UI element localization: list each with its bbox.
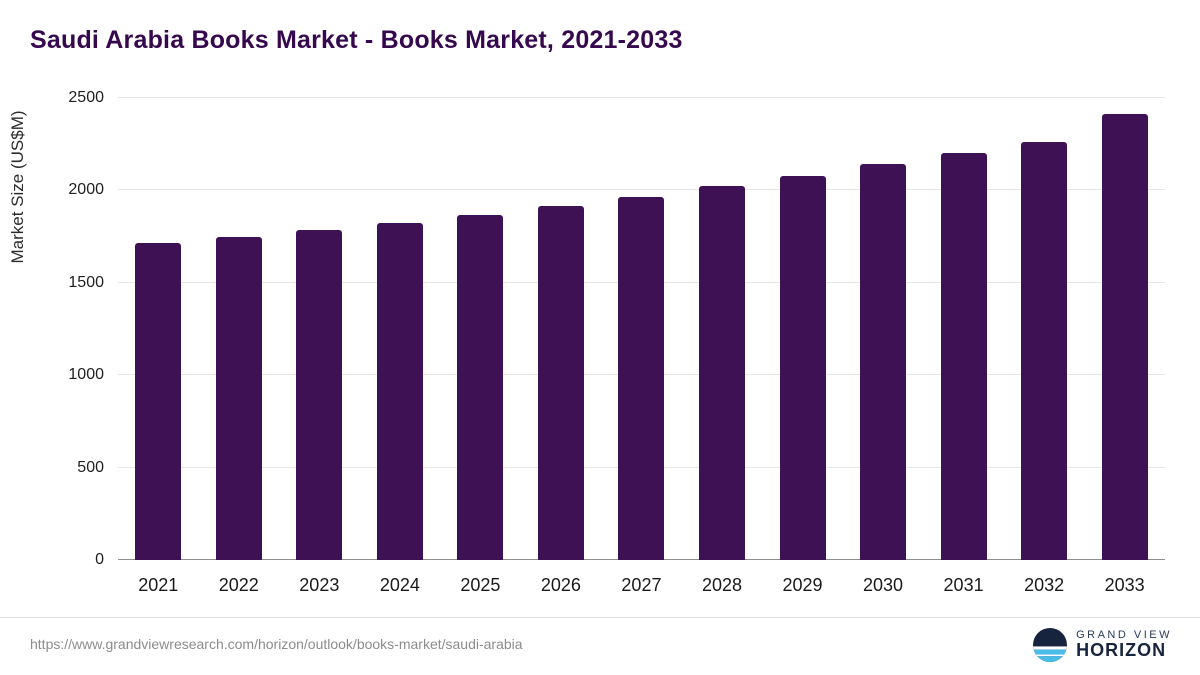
bar-2031[interactable] — [940, 152, 987, 560]
y-tick-label: 500 — [77, 458, 104, 476]
y-tick-label: 1500 — [68, 273, 104, 291]
x-tick-label: 2028 — [701, 575, 742, 595]
y-axis-title: Market Size (US$M) — [8, 110, 27, 264]
x-tick-label: 2032 — [1024, 575, 1065, 595]
bar-slot: 2023 — [279, 98, 360, 595]
horizon-logo-icon — [1033, 628, 1068, 662]
logo-text: GRAND VIEW HORIZON — [1076, 628, 1172, 661]
x-tick-label: 2033 — [1104, 575, 1145, 595]
x-tick-label: 2031 — [943, 575, 984, 595]
bar-series: 2021 2022 2023 2024 2025 2026 2027 2028 2029 2030… — [118, 98, 1165, 595]
bar-2033[interactable] — [1101, 113, 1148, 560]
source-url[interactable]: https://www.grandviewresearch.com/horizo… — [30, 636, 523, 652]
chart-title: Saudi Arabia Books Market - Books Market… — [30, 26, 683, 54]
brand-logo: GRAND VIEW HORIZON — [1033, 628, 1172, 662]
y-axis-ticks: 0 500 1000 1500 2000 2500 — [28, 89, 118, 568]
x-tick-label: 2027 — [621, 575, 662, 595]
bar-2023[interactable] — [296, 230, 343, 560]
bar-slot: 2021 — [118, 98, 199, 595]
bar-2032[interactable] — [1021, 142, 1068, 560]
bar-2027[interactable] — [618, 196, 665, 560]
bar-2030[interactable] — [860, 163, 907, 560]
bar-2024[interactable] — [376, 222, 423, 560]
bar-slot: 2022 — [199, 98, 280, 595]
gridline — [118, 189, 1165, 191]
bar-slot: 2032 — [1004, 98, 1085, 595]
x-tick-label: 2025 — [460, 575, 501, 595]
y-tick-label: 0 — [95, 551, 104, 568]
x-tick-label: 2026 — [540, 575, 581, 595]
bar-slot: 2025 — [440, 98, 521, 595]
bar-2021[interactable] — [135, 243, 182, 560]
gridline — [118, 97, 1165, 98]
y-tick-label: 2000 — [68, 181, 104, 199]
logo-line1: GRAND VIEW — [1076, 628, 1172, 641]
logo-line2: HORIZON — [1076, 640, 1167, 661]
bar-2022[interactable] — [215, 236, 262, 560]
bar-slot: 2026 — [521, 98, 602, 595]
plot-area: 0 500 1000 1500 2000 2500 2021 2022 2023 2024 202… — [68, 89, 1165, 595]
bar-slot: 2033 — [1084, 98, 1165, 595]
bar-2025[interactable] — [457, 215, 504, 560]
bar-slot: 2028 — [682, 98, 763, 595]
x-tick-label: 2022 — [218, 575, 259, 595]
bar-2026[interactable] — [537, 206, 584, 560]
bar-slot: 2027 — [601, 98, 682, 595]
bar-2029[interactable] — [779, 175, 826, 560]
x-tick-label: 2030 — [863, 575, 904, 595]
y-tick-label: 1000 — [68, 366, 104, 384]
x-tick-label: 2029 — [782, 575, 823, 595]
bar-2028[interactable] — [698, 185, 745, 560]
bar-slot: 2031 — [923, 98, 1004, 595]
bar-slot: 2029 — [762, 98, 843, 595]
x-tick-label: 2021 — [138, 575, 179, 595]
bar-slot: 2030 — [843, 98, 924, 595]
x-tick-label: 2024 — [379, 575, 420, 595]
y-tick-label: 2500 — [68, 89, 104, 106]
bar-slot: 2024 — [360, 98, 441, 595]
x-tick-label: 2023 — [299, 575, 340, 595]
footer: https://www.grandviewresearch.com/horizo… — [0, 617, 1200, 675]
